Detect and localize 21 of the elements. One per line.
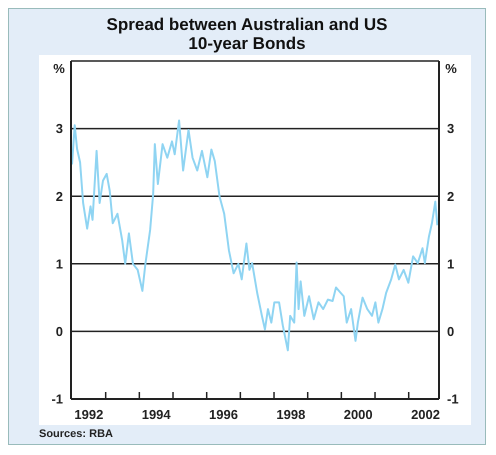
y2-axis-title: % xyxy=(445,61,458,76)
y2-tick-label: -1 xyxy=(447,392,459,407)
x-tick-label: 1996 xyxy=(209,407,238,422)
y2-tick-label: 0 xyxy=(447,324,454,340)
y2-tick-label: 3 xyxy=(447,121,454,136)
x-tick-label: 1994 xyxy=(142,407,172,422)
x-tick-label: 1998 xyxy=(276,407,306,422)
y-tick-label: -1 xyxy=(51,392,63,407)
y-axis-title: % xyxy=(53,61,66,76)
y-tick-label: 3 xyxy=(56,121,63,136)
y2-tick-label: 2 xyxy=(447,188,454,204)
y-tick-label: 2 xyxy=(56,188,63,204)
y-tick-label: 1 xyxy=(56,256,63,272)
line-series xyxy=(71,119,438,352)
x-tick-label: 2002 xyxy=(411,407,440,422)
chart-title: Spread between Australian and US 10-year Bonds xyxy=(106,14,388,55)
x-tick-label: 2000 xyxy=(344,407,373,422)
y-tick-label: 0 xyxy=(56,324,63,340)
x-tick-label: 1992 xyxy=(74,407,104,422)
source-note: Sources: RBA xyxy=(39,428,114,440)
y2-tick-label: 1 xyxy=(447,256,454,272)
